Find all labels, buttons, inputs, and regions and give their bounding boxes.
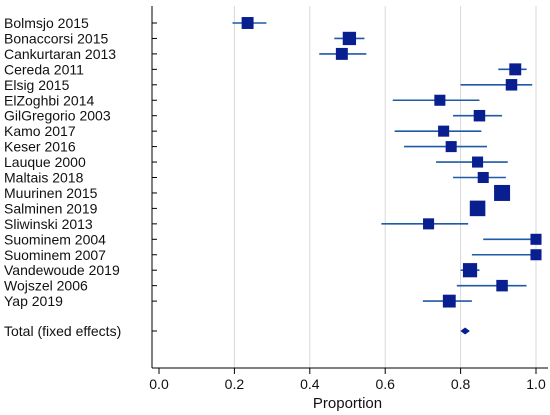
gridlines (233, 6, 537, 368)
study-marks (232, 17, 542, 335)
estimate-marker (335, 47, 348, 60)
study-label: Bolmsjo 2015 (4, 15, 89, 31)
x-tick-label: 0.0 (149, 376, 169, 392)
x-tick-label: 0.4 (300, 376, 320, 392)
estimate-marker (442, 294, 456, 308)
study-label: Muurinen 2015 (4, 185, 98, 201)
estimate-marker (494, 184, 511, 201)
x-tick-label: 0.6 (375, 376, 395, 392)
estimate-marker (434, 94, 446, 106)
x-tick-label: 1.0 (526, 376, 546, 392)
total-label: Total (fixed effects) (4, 323, 121, 339)
study-label: Suominem 2004 (4, 231, 106, 247)
study-label: Suominem 2007 (4, 247, 106, 263)
study-label: Wojszel 2006 (4, 278, 88, 294)
x-tick-label: 0.2 (225, 376, 245, 392)
study-label: Vandewoude 2019 (4, 262, 120, 278)
estimate-marker (530, 249, 542, 261)
study-label: Lauque 2000 (4, 154, 86, 170)
study-label: GilGregorio 2003 (4, 108, 111, 124)
estimate-marker (530, 233, 542, 245)
study-label: Sliwinski 2013 (4, 216, 93, 232)
estimate-marker (423, 218, 435, 230)
estimate-marker (438, 125, 450, 137)
study-label: Salminen 2019 (4, 200, 98, 216)
axes (151, 6, 548, 369)
study-label: Elsig 2015 (4, 77, 70, 93)
total-diamond (460, 327, 470, 335)
study-label: Yap 2019 (4, 293, 63, 309)
estimate-marker (469, 200, 486, 217)
study-label: Keser 2016 (4, 139, 76, 155)
estimate-marker (462, 263, 478, 278)
estimate-marker (241, 17, 254, 29)
study-label: Cereda 2011 (4, 61, 84, 77)
study-label: ElZoghbi 2014 (4, 92, 95, 108)
study-label: Cankurtaran 2013 (4, 46, 116, 62)
x-tick-label: 0.8 (451, 376, 471, 392)
study-label: Kamo 2017 (4, 123, 76, 139)
estimate-marker (342, 31, 357, 46)
x-axis-title: Proportion (313, 395, 382, 412)
estimate-marker (477, 171, 489, 184)
estimate-marker (445, 141, 457, 153)
estimate-marker (496, 279, 508, 292)
x-ticks: 0.0 0.2 0.4 0.6 0.8 1.0 (149, 368, 546, 392)
estimate-marker (509, 63, 522, 76)
estimate-marker (505, 79, 518, 91)
estimate-marker (472, 156, 484, 168)
study-label: Maltais 2018 (4, 170, 84, 186)
estimate-marker (473, 109, 486, 122)
study-label: Bonaccorsi 2015 (4, 30, 109, 46)
